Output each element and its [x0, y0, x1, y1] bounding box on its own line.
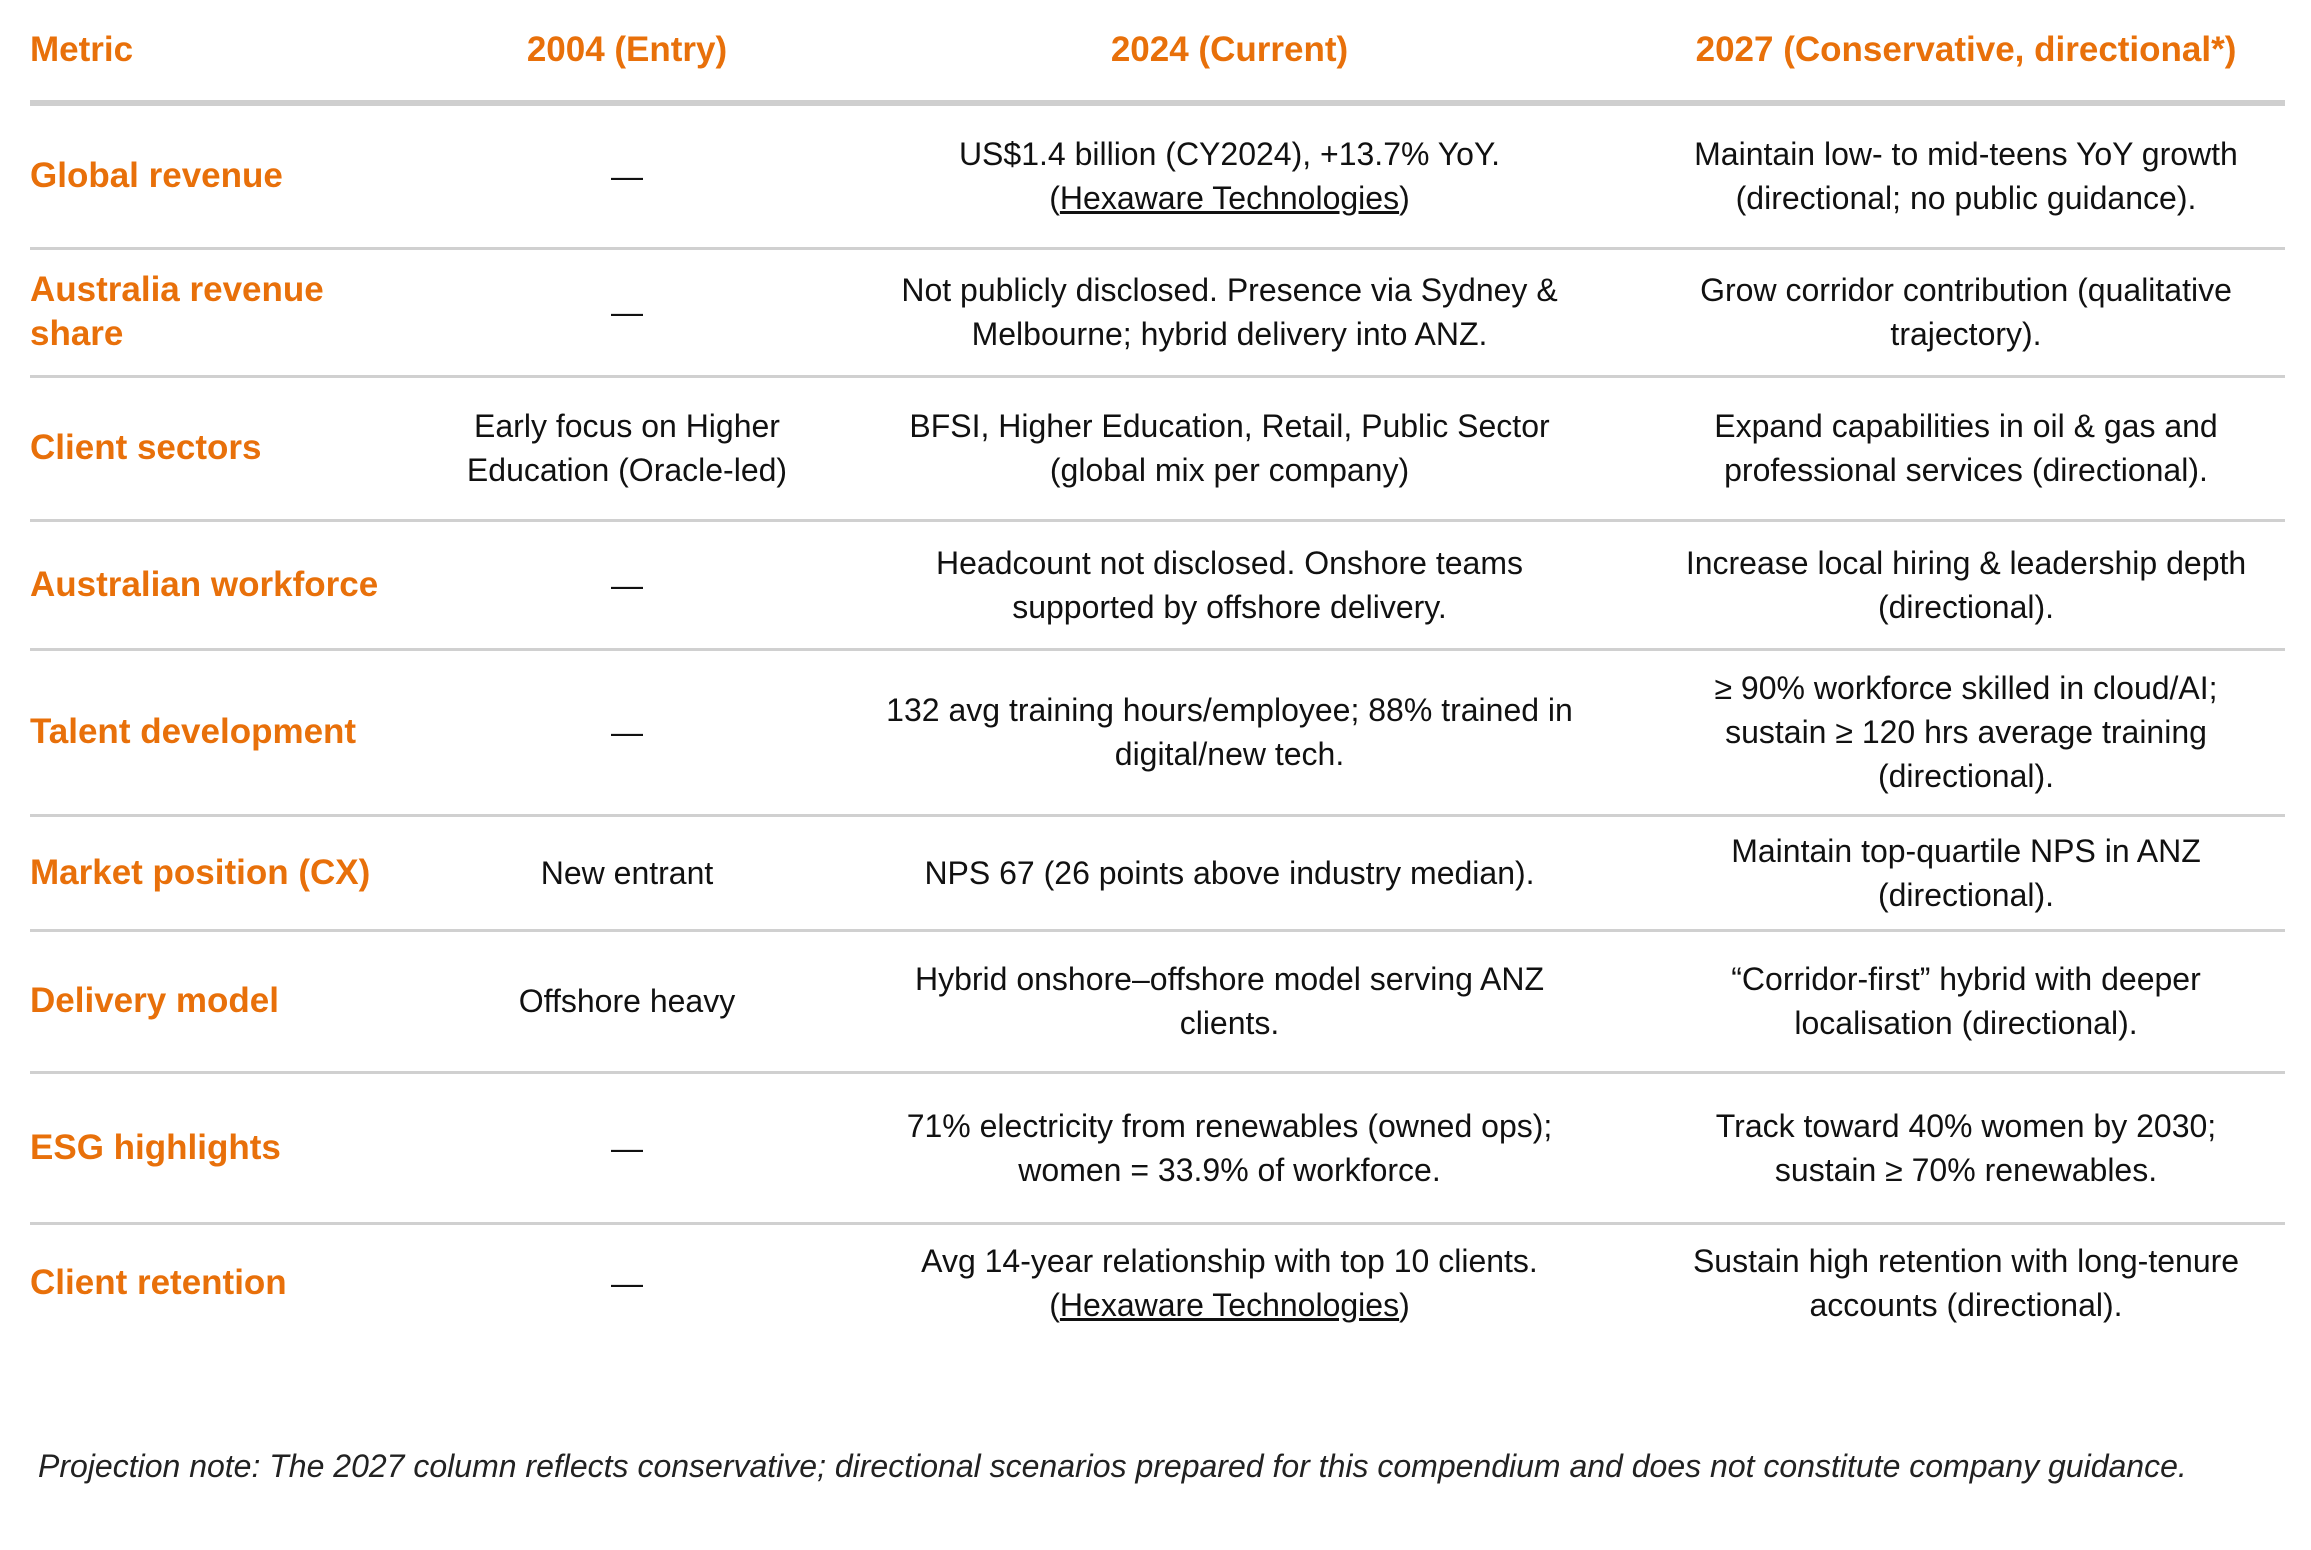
table-row: Talent development —132 avg training hour… — [30, 649, 2285, 817]
table-body: Global revenue — US$1.4 billion (CY2024), … — [30, 103, 2285, 1341]
metric-label: Talent development — [30, 649, 442, 817]
table-cell: Hybrid onshore–offshore model serving AN… — [812, 930, 1647, 1074]
metric-label: Client sectors — [30, 376, 442, 522]
table-cell: New entrant — [442, 815, 812, 932]
header-row: Metric 2004 (Entry) 2024 (Current) 2027 (Co… — [30, 0, 2285, 106]
table-cell: Not publicly disclosed. Presence via Syd… — [812, 248, 1647, 378]
metric-label: Australian workforce — [30, 520, 442, 651]
table-row: Client retention — Avg 14-year relationshi… — [30, 1223, 2285, 1341]
table-cell: “Corridor-first” hybrid with deeper loca… — [1647, 930, 2285, 1074]
metric-label: Delivery model — [30, 930, 442, 1074]
table-cell: Increase local hiring & leadership depth… — [1647, 520, 2285, 651]
table-cell: — — [442, 103, 812, 250]
comparison-table: Metric 2004 (Entry) 2024 (Current) 2027 (Co… — [30, 0, 2285, 1341]
table-row: Market position (CX) New entrant NPS 67 (2… — [30, 815, 2285, 932]
table-row: Australia revenue share — Not publicly dis… — [30, 248, 2285, 378]
table-cell: — — [442, 649, 812, 817]
table-row: Australian workforce — Headcount not discl… — [30, 520, 2285, 651]
table-row: ESG highlights —71% electricity from rene… — [30, 1072, 2285, 1225]
column-header: 2004 (Entry) — [442, 0, 812, 106]
cell-text: ) — [1399, 180, 1410, 217]
table-cell: Offshore heavy — [442, 930, 812, 1074]
table-cell: 71% electricity from renewables (owned o… — [812, 1072, 1647, 1225]
projection-note: Projection note: The 2027 column reflect… — [38, 1448, 2187, 1484]
table-cell: BFSI, Higher Education, Retail, Public S… — [812, 376, 1647, 522]
metric-label: Australia revenue share — [30, 248, 442, 378]
table-row: Delivery model Offshore heavy Hybrid onsho… — [30, 930, 2285, 1074]
source-link[interactable]: Hexaware Technologies — [1059, 180, 1400, 217]
source-link[interactable]: Hexaware Technologies — [1059, 1286, 1400, 1323]
metric-label: Global revenue — [30, 103, 442, 250]
table-cell: Early focus on Higher Education (Oracle-… — [442, 376, 812, 522]
table-cell: Headcount not disclosed. Onshore teams s… — [812, 520, 1647, 651]
column-header: 2027 (Conservative, directional*) — [1647, 0, 2285, 106]
column-header: 2024 (Current) — [812, 0, 1647, 106]
table-cell: Maintain low- to mid-teens YoY growth (d… — [1647, 103, 2285, 250]
table-cell: — — [611, 1264, 643, 1301]
cell-text: Avg 14-year relationship with top 10 cli… — [921, 1242, 1538, 1323]
table-cell: — — [442, 1072, 812, 1225]
table-cell: — — [442, 520, 812, 651]
table-cell: US$1.4 billion (CY2024), +13.7% YoY. (He… — [812, 103, 1647, 250]
cell-text: ) — [1399, 1286, 1410, 1323]
metric-label: Client retention — [30, 1262, 287, 1302]
table-row: Global revenue — US$1.4 billion (CY2024), … — [30, 103, 2285, 250]
metric-label: Market position (CX) — [30, 815, 442, 932]
table-cell: ≥ 90% workforce skilled in cloud/AI; sus… — [1647, 649, 2285, 817]
table-cell: NPS 67 (26 points above industry median)… — [812, 815, 1647, 932]
table-row: Client sectors Early focus on Higher Educ… — [30, 376, 2285, 522]
column-header: Metric — [30, 0, 442, 106]
table-cell: Sustain high retention with long-tenure … — [1692, 1242, 2240, 1323]
table-cell: — — [442, 248, 812, 378]
table-cell: Grow corridor contribution (qualitative … — [1647, 248, 2285, 378]
table-cell: Maintain top-quartile NPS in ANZ (direct… — [1647, 815, 2285, 932]
table-cell: Avg 14-year relationship with top 10 cli… — [812, 1223, 1647, 1341]
table-cell: 132 avg training hours/employee; 88% tra… — [812, 649, 1647, 817]
metric-label: ESG highlights — [30, 1072, 442, 1225]
table-cell: Expand capabilities in oil & gas and pro… — [1647, 376, 2285, 522]
cell-text: US$1.4 billion (CY2024), +13.7% YoY. ( — [958, 136, 1501, 217]
table-cell: Track toward 40% women by 2030; sustain … — [1647, 1072, 2285, 1225]
